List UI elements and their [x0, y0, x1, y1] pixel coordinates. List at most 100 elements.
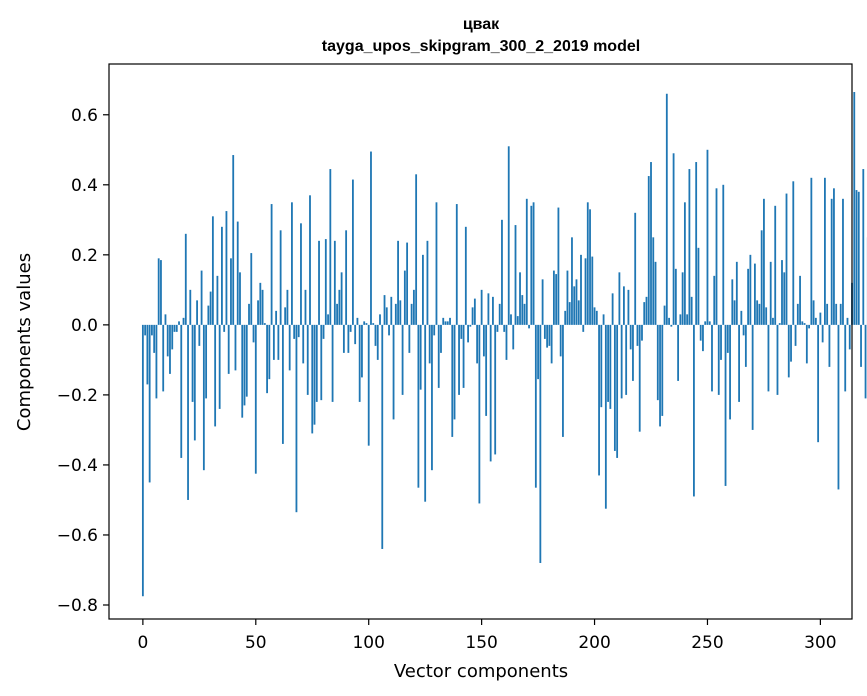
- bar-64: [286, 289, 289, 325]
- bar-160: [503, 324, 506, 332]
- x-tick-label: 300: [804, 633, 836, 653]
- bar-156: [494, 324, 497, 455]
- bar-73: [306, 324, 309, 395]
- bar-183: [555, 274, 558, 325]
- bar-110: [390, 296, 393, 325]
- bar-15: [175, 324, 178, 332]
- bar-68: [295, 324, 298, 513]
- bar-316: [855, 190, 858, 325]
- y-tick-label: −0.6: [57, 526, 98, 546]
- bar-191: [573, 286, 576, 325]
- bar-26: [200, 270, 203, 325]
- bar-287: [790, 324, 792, 362]
- bar-225: [650, 162, 652, 325]
- bar-161: [505, 324, 508, 360]
- bar-268: [747, 268, 750, 325]
- bar-83: [329, 169, 332, 325]
- bar-39: [230, 258, 232, 325]
- bar-14: [173, 324, 176, 332]
- bar-36: [223, 324, 226, 332]
- bar-114: [399, 300, 402, 325]
- bar-257: [722, 184, 725, 325]
- bar-112: [394, 303, 397, 325]
- bar-176: [539, 324, 542, 563]
- bar-10: [164, 314, 167, 325]
- bar-269: [749, 254, 752, 325]
- bar-32: [214, 324, 217, 427]
- bar-13: [171, 324, 174, 350]
- bar-214: [625, 324, 628, 395]
- bar-127: [428, 324, 431, 364]
- bar-95: [356, 317, 359, 325]
- bar-136: [449, 317, 451, 325]
- bar-18: [182, 317, 185, 325]
- bar-300: [819, 312, 822, 325]
- bar-46: [245, 324, 248, 397]
- bar-229: [659, 324, 661, 427]
- bar-41: [234, 324, 237, 371]
- bar-151: [482, 324, 485, 357]
- y-tick-label: 0.0: [71, 316, 98, 336]
- bar-197: [586, 202, 589, 325]
- chart-title-line1: цвак: [463, 16, 500, 33]
- bar-222: [643, 302, 646, 325]
- bar-165: [514, 225, 517, 325]
- bar-86: [336, 303, 338, 325]
- bar-70: [300, 223, 302, 325]
- bar-122: [417, 324, 420, 488]
- bar-241: [686, 314, 689, 325]
- bar-190: [571, 237, 573, 325]
- bar-85: [333, 240, 336, 325]
- bar-305: [830, 198, 833, 325]
- bar-286: [787, 324, 790, 378]
- bar-80: [322, 324, 325, 339]
- bar-227: [654, 261, 657, 325]
- bar-220: [638, 324, 641, 432]
- bar-266: [742, 324, 745, 336]
- bar-320: [864, 324, 867, 399]
- x-tick-label: 50: [245, 633, 267, 653]
- bar-148: [476, 324, 479, 364]
- bar-144: [467, 324, 469, 343]
- bar-100: [367, 324, 370, 446]
- bar-256: [720, 324, 722, 360]
- bar-130: [435, 202, 438, 325]
- bar-174: [534, 324, 537, 488]
- bar-301: [821, 324, 824, 343]
- bar-188: [566, 270, 569, 325]
- bar-23: [193, 324, 196, 441]
- bar-173: [532, 202, 535, 325]
- bar-49: [252, 324, 255, 343]
- bar-38: [227, 324, 230, 374]
- bar-265: [740, 310, 743, 325]
- bar-254: [715, 188, 718, 325]
- bar-108: [385, 307, 388, 325]
- bar-208: [611, 293, 614, 325]
- bar-135: [446, 321, 449, 325]
- bar-140: [458, 324, 460, 395]
- bar-318: [860, 324, 862, 367]
- bar-180: [548, 324, 551, 346]
- bar-217: [632, 324, 634, 381]
- bar-128: [431, 324, 433, 471]
- bar-223: [645, 296, 648, 325]
- bar-277: [767, 324, 770, 392]
- bar-170: [525, 198, 528, 325]
- y-axis-ticks: 0.6 0.4 0.2 0.0 −0.2 −0.4 −0.6 −0.8: [57, 106, 109, 616]
- bar-88: [340, 272, 343, 325]
- bar-27: [202, 324, 205, 471]
- bar-65: [288, 324, 291, 371]
- bar-143: [464, 226, 467, 325]
- bar-157: [496, 324, 499, 332]
- bar-239: [681, 272, 684, 325]
- bar-307: [835, 303, 838, 325]
- bar-51: [257, 300, 259, 325]
- bar-76: [313, 324, 316, 425]
- bar-258: [724, 324, 727, 486]
- bar-216: [629, 324, 632, 350]
- bar-311: [844, 324, 847, 392]
- bar-82: [327, 314, 329, 325]
- bar-296: [810, 177, 813, 325]
- bar-207: [609, 324, 612, 409]
- bar-103: [374, 324, 377, 346]
